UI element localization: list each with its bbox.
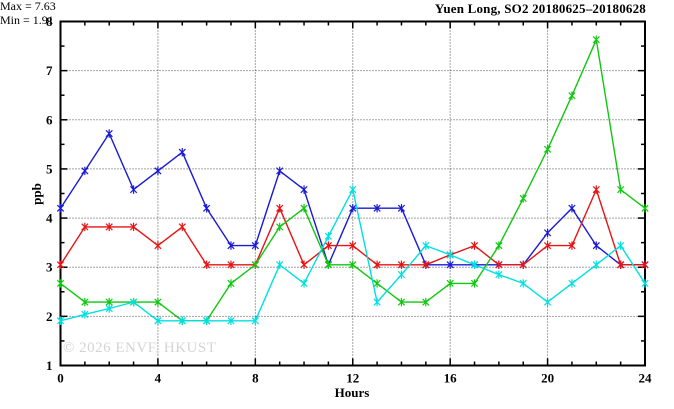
y-tick-label: 4 — [46, 211, 53, 226]
min-value-label: Min = 1.91 — [0, 12, 54, 27]
y-tick-label: 1 — [46, 358, 53, 373]
max-value-label: Max = 7.63 — [0, 0, 56, 13]
x-tick-label: 24 — [639, 371, 653, 386]
y-tick-label: 7 — [46, 63, 53, 78]
y-tick-label: 6 — [46, 112, 53, 127]
x-axis-label: Hours — [334, 385, 370, 400]
watermark: © 2026 ENVF, HKUST — [63, 340, 217, 356]
y-tick-label: 2 — [46, 309, 53, 324]
x-tick-label: 8 — [252, 371, 259, 386]
chart-title: Yuen Long, SO2 20180625–20180628 — [434, 1, 646, 16]
x-tick-label: 12 — [346, 371, 359, 386]
y-tick-label: 5 — [46, 161, 53, 176]
x-tick-label: 0 — [57, 371, 64, 386]
x-tick-label: 4 — [155, 371, 162, 386]
y-tick-label: 3 — [46, 260, 53, 275]
max-min-annotation: Max = 7.63 Min = 1.91 — [0, 0, 674, 27]
y-axis-label: ppb — [29, 183, 44, 205]
series-red-line — [59, 188, 645, 266]
series-red — [59, 188, 645, 266]
y-tick-label: 8 — [46, 14, 53, 29]
series-green-markers — [56, 35, 649, 325]
x-tick-label: 20 — [541, 371, 554, 386]
x-tick-label: 16 — [444, 371, 458, 386]
axis-ticks — [59, 20, 646, 367]
series-cyan-markers — [56, 185, 649, 325]
